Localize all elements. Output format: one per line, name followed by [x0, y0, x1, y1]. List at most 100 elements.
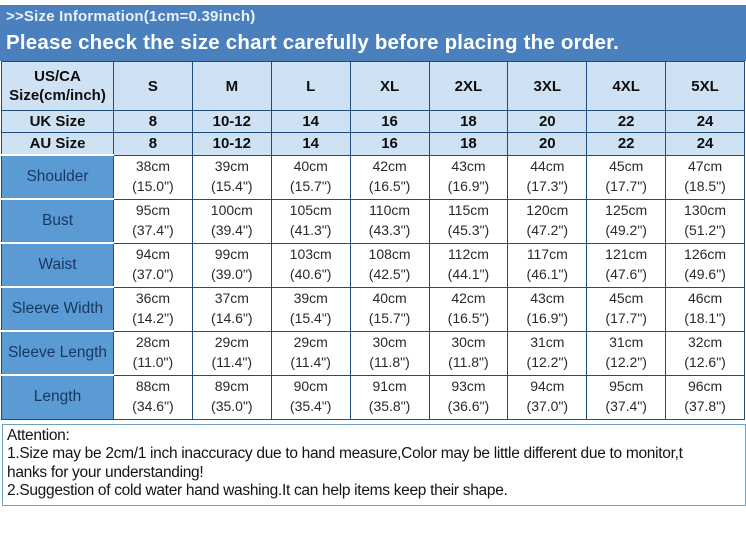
value-cm: 95cm	[135, 202, 171, 219]
cell-shoulder-xl: 42cm (16.5")	[349, 154, 430, 200]
value-cm: 96cm	[687, 378, 723, 395]
au-size-row-value-xl: 16	[349, 132, 430, 156]
size-info-title: >>Size Information(1cm=0.39inch)	[6, 8, 256, 25]
value-cm: 93cm	[451, 378, 486, 395]
attention-line-1: Attention:	[7, 426, 70, 444]
uk-size-row-value-3xl: 20	[507, 110, 588, 133]
row-label-waist: Waist	[1, 242, 114, 288]
cell-waist-2xl: 112cm (44.1")	[428, 242, 509, 288]
value-inch: (47.2")	[526, 222, 569, 238]
value-inch: (14.2")	[132, 310, 174, 326]
value-inch: (15.7")	[368, 310, 411, 326]
measurement-row-sleeve-width: Sleeve Width 36cm (14.2") 37cm (14.6") 39cm (1…	[1, 286, 745, 332]
uk-size-row-value-2xl: 18	[428, 110, 509, 133]
cell-sleeve-width-s: 36cm (14.2")	[113, 286, 193, 332]
value-inch: (37.0")	[526, 398, 569, 414]
value-inch: (37.4")	[605, 398, 647, 414]
value-inch: (16.9")	[526, 310, 569, 326]
value-inch: (41.3")	[289, 222, 332, 238]
cell-bust-3xl: 120cm (47.2")	[507, 198, 588, 244]
uk-size-row: UK Size 8 10-12 14 16 18 20 22 24	[1, 110, 745, 133]
cell-shoulder-5xl: 47cm (18.5")	[665, 154, 745, 200]
row-label-sleeve-width: Sleeve Width	[1, 286, 114, 332]
value-inch: (49.2")	[605, 222, 647, 238]
value-cm: 130cm	[684, 202, 727, 219]
value-inch: (39.0")	[211, 266, 253, 282]
cell-bust-5xl: 130cm (51.2")	[665, 198, 745, 244]
cell-waist-s: 94cm (37.0")	[113, 242, 193, 288]
value-inch: (35.0")	[211, 398, 253, 414]
value-cm: 100cm	[210, 202, 253, 219]
value-inch: (16.5")	[447, 310, 490, 326]
cell-sleeve-length-5xl: 32cm (12.6")	[665, 330, 745, 376]
row-label-length: Length	[1, 374, 114, 420]
value-cm: 42cm	[372, 158, 407, 175]
cell-sleeve-length-m: 29cm (11.4")	[191, 330, 272, 376]
value-cm: 29cm	[214, 334, 249, 351]
value-inch: (11.4")	[290, 354, 331, 370]
value-cm: 95cm	[609, 378, 644, 395]
size-column-header-3xl: 3XL	[507, 61, 588, 111]
cell-length-m: 89cm (35.0")	[191, 374, 272, 420]
value-inch: (34.6")	[132, 398, 174, 414]
size-column-header-l: L	[270, 61, 351, 111]
size-info-banner: >>Size Information(1cm=0.39inch) Please …	[0, 5, 746, 61]
cell-bust-l: 105cm (41.3")	[270, 198, 351, 244]
cell-shoulder-s: 38cm (15.0")	[113, 154, 193, 200]
measurement-row-sleeve-length: Sleeve Length 28cm (11.0") 29cm (11.4") 29cm (…	[1, 330, 745, 376]
cell-waist-5xl: 126cm (49.6")	[665, 242, 745, 288]
uk-size-row-value-xl: 16	[349, 110, 430, 133]
corner-header-line2: Size(cm/inch)	[9, 87, 106, 104]
attention-line-2: 1.Size may be 2cm/1 inch inaccuracy due …	[7, 445, 683, 462]
value-cm: 112cm	[447, 246, 489, 263]
cell-shoulder-m: 39cm (15.4")	[191, 154, 272, 200]
value-inch: (37.4")	[132, 222, 174, 238]
measurement-row-waist: Waist 94cm (37.0") 99cm (39.0") 103cm (40.6") 1…	[1, 242, 745, 288]
cell-sleeve-length-4xl: 31cm (12.2")	[586, 330, 667, 376]
cell-shoulder-4xl: 45cm (17.7")	[586, 154, 667, 200]
value-cm: 28cm	[135, 334, 171, 351]
au-size-row-value-2xl: 18	[428, 132, 509, 156]
value-cm: 31cm	[530, 334, 565, 351]
cell-sleeve-width-l: 39cm (15.4")	[270, 286, 351, 332]
value-cm: 45cm	[609, 290, 644, 307]
uk-size-row-value-s: 8	[113, 110, 193, 133]
measurement-row-shoulder: Shoulder 38cm (15.0") 39cm (15.4") 40cm (15.7"…	[1, 154, 745, 200]
value-inch: (46.1")	[526, 266, 569, 282]
au-size-row-value-3xl: 20	[507, 132, 588, 156]
value-cm: 90cm	[293, 378, 328, 395]
value-cm: 30cm	[451, 334, 486, 351]
value-cm: 39cm	[293, 290, 328, 307]
attention-line-4: 2.Suggestion of cold water hand washing.…	[7, 482, 508, 499]
value-inch: (12.2")	[605, 354, 647, 370]
size-column-header-s: S	[113, 61, 193, 111]
value-inch: (18.5")	[684, 178, 726, 194]
value-inch: (15.4")	[289, 310, 332, 326]
value-inch: (11.8")	[448, 354, 489, 370]
au-size-row-value-m: 10-12	[191, 132, 272, 156]
cell-sleeve-width-2xl: 42cm (16.5")	[428, 286, 509, 332]
value-inch: (11.8")	[369, 354, 410, 370]
value-cm: 46cm	[687, 290, 723, 307]
value-cm: 37cm	[214, 290, 249, 307]
au-size-row-value-4xl: 22	[586, 132, 667, 156]
uk-size-row-label: UK Size	[1, 110, 114, 133]
value-inch: (11.0")	[132, 354, 174, 370]
cell-bust-xl: 110cm (43.3")	[349, 198, 430, 244]
value-cm: 94cm	[135, 246, 171, 263]
value-inch: (35.4")	[289, 398, 332, 414]
value-cm: 115cm	[447, 202, 489, 219]
value-inch: (15.7")	[289, 178, 332, 194]
value-inch: (17.7")	[605, 178, 647, 194]
value-inch: (37.8")	[684, 398, 726, 414]
value-inch: (16.5")	[368, 178, 411, 194]
value-cm: 103cm	[289, 246, 332, 263]
value-inch: (12.2")	[526, 354, 569, 370]
value-cm: 88cm	[135, 378, 171, 395]
value-inch: (17.3")	[526, 178, 569, 194]
measurement-row-bust: Bust 95cm (37.4") 100cm (39.4") 105cm (41.3") 1…	[1, 198, 745, 244]
cell-shoulder-2xl: 43cm (16.9")	[428, 154, 509, 200]
value-cm: 117cm	[526, 246, 568, 263]
value-cm: 89cm	[214, 378, 249, 395]
value-inch: (35.8")	[368, 398, 411, 414]
